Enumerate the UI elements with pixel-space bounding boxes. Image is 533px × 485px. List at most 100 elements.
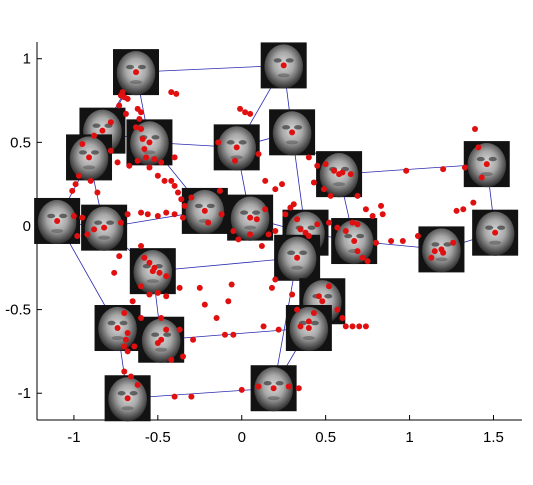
data-point <box>154 289 161 296</box>
face-thumbnail-eye <box>94 220 103 225</box>
data-point <box>450 239 457 246</box>
data-point <box>133 124 140 131</box>
data-point <box>428 254 435 261</box>
data-point <box>260 323 267 330</box>
face-thumbnail-eye <box>294 125 303 130</box>
face-thumbnail-mouth <box>244 225 257 230</box>
face-thumbnail-eye <box>226 140 235 145</box>
data-point <box>74 233 81 240</box>
data-point <box>378 202 385 209</box>
data-point <box>146 291 153 298</box>
data-point <box>138 314 145 321</box>
data-point <box>242 109 249 116</box>
data-point <box>116 102 123 109</box>
data-point <box>255 151 262 158</box>
face-center-point <box>101 224 108 231</box>
data-point <box>225 298 232 305</box>
data-point <box>79 214 86 221</box>
face-thumbnail-eye <box>129 391 138 396</box>
face-thumbnail-eye <box>485 225 494 230</box>
data-point <box>237 105 244 112</box>
face-thumbnail-eye <box>194 203 203 209</box>
data-point <box>320 186 327 193</box>
data-point <box>268 284 275 291</box>
face-thumbnail-mouth <box>155 347 168 352</box>
face-thumbnail-eye <box>238 140 247 145</box>
face-thumbnail-eye <box>356 233 365 239</box>
face-thumbnail-mouth <box>489 240 502 245</box>
data-point <box>188 194 195 201</box>
face-center-point <box>294 254 301 261</box>
data-point <box>75 172 82 179</box>
face-thumbnail-mouth <box>302 336 315 341</box>
data-point <box>163 326 170 333</box>
data-point <box>216 187 223 194</box>
data-point <box>238 386 245 393</box>
data-point <box>356 323 363 330</box>
data-point <box>230 228 237 234</box>
face-thumbnail <box>104 375 151 422</box>
data-point <box>230 331 237 338</box>
data-point <box>362 206 369 213</box>
data-point <box>315 293 322 300</box>
face-thumbnail-eye <box>151 135 160 140</box>
data-point <box>124 211 131 218</box>
data-point <box>314 221 321 228</box>
tick-labels: -1 -0.5 0 0.5 1 1.5 1 0.5 0 -0.5 -1 <box>5 51 504 446</box>
face-center-point <box>305 325 312 332</box>
data-point <box>334 306 341 313</box>
face-thumbnail-eye <box>287 250 296 255</box>
data-point <box>339 314 346 321</box>
face-center-point <box>483 161 490 168</box>
face-center-point <box>270 385 277 392</box>
data-point <box>122 110 129 117</box>
face-center-point <box>319 298 326 305</box>
data-point <box>478 174 485 181</box>
data-point <box>372 239 379 246</box>
data-point <box>359 254 366 261</box>
face-thumbnail-eye <box>59 213 68 219</box>
data-point <box>275 326 282 333</box>
data-point <box>168 356 175 363</box>
data-point <box>171 393 178 400</box>
data-point <box>144 211 151 218</box>
face-thumbnail-mouth <box>83 165 96 170</box>
face-center-point <box>233 144 240 151</box>
data-point <box>470 199 477 206</box>
face-thumbnail-eye <box>252 210 261 215</box>
face-thumbnail-eye <box>163 332 172 337</box>
data-point <box>265 231 272 238</box>
data-point <box>126 162 133 169</box>
data-point <box>235 236 242 243</box>
face-thumbnail-eye <box>47 213 56 219</box>
data-point <box>460 206 467 213</box>
face-thumbnail <box>472 209 519 256</box>
data-point <box>310 309 317 316</box>
face-thumbnail-eye <box>344 233 353 239</box>
data-point <box>121 368 128 375</box>
data-point <box>141 146 148 153</box>
data-point <box>294 306 301 313</box>
face-center-point <box>146 139 153 146</box>
data-point <box>178 196 185 203</box>
data-point <box>168 177 175 184</box>
face-center-point <box>133 69 140 76</box>
data-point <box>122 336 129 343</box>
data-point <box>347 171 354 178</box>
face-thumbnail-mouth <box>333 182 346 187</box>
data-point <box>138 209 145 216</box>
data-point <box>121 343 128 350</box>
data-point <box>362 323 369 330</box>
face-thumbnail-mouth <box>111 336 124 341</box>
data-point <box>314 162 321 169</box>
data-point <box>79 141 86 148</box>
data-point <box>70 212 77 219</box>
face-center-point <box>336 171 343 178</box>
data-point <box>272 276 279 283</box>
face-center-point <box>149 268 156 275</box>
connection-line <box>152 257 298 272</box>
x-tick-label: -1 <box>67 429 80 446</box>
data-point <box>282 211 289 218</box>
face-thumbnail-mouth <box>130 80 143 85</box>
